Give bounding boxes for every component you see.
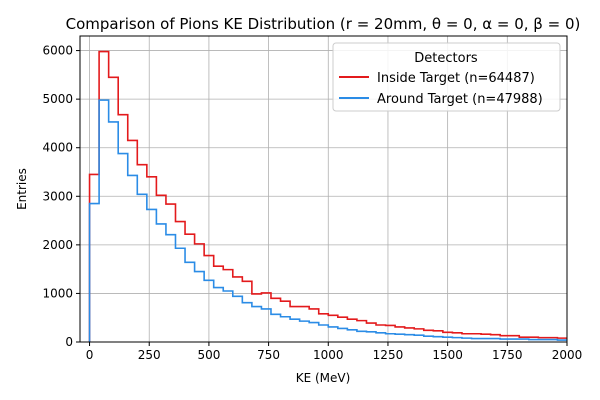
- y-tick-label: 4000: [42, 141, 73, 155]
- x-tick-label: 250: [138, 348, 161, 362]
- x-tick-label: 1500: [432, 348, 463, 362]
- x-tick-label: 750: [257, 348, 280, 362]
- legend-label-around-target: Around Target (n=47988): [377, 92, 543, 107]
- y-tick-label: 5000: [42, 92, 73, 106]
- x-tick-label: 2000: [552, 348, 583, 362]
- y-tick-label: 6000: [42, 44, 73, 58]
- chart-title: Comparison of Pions KE Distribution (r =…: [66, 15, 581, 33]
- x-tick-label: 1750: [492, 348, 523, 362]
- legend-label-inside-target: Inside Target (n=64487): [377, 71, 535, 86]
- series-line-around-target: [88, 99, 567, 342]
- legend-title: Detectors: [414, 51, 478, 66]
- legend: Detectors Inside Target (n=64487) Around…: [332, 42, 561, 112]
- series-layer: [88, 50, 567, 342]
- x-tick-label: 1250: [373, 348, 404, 362]
- x-tick-label: 0: [86, 348, 94, 362]
- y-tick-label: 3000: [42, 189, 73, 203]
- x-tick-label: 500: [197, 348, 220, 362]
- y-axis-label: Entries: [15, 168, 29, 210]
- x-tick-label: 1000: [313, 348, 344, 362]
- ticks: 0 250 500 750 1000 1250 1500 1750 2000 0 1000 2000 3…: [42, 44, 582, 362]
- y-tick-label: 0: [65, 335, 73, 349]
- x-axis-label: KE (MeV): [296, 371, 351, 385]
- legend-box: [332, 42, 561, 112]
- y-tick-label: 2000: [42, 238, 73, 252]
- y-tick-label: 1000: [42, 286, 73, 300]
- plot-area-frame: [79, 35, 568, 343]
- series-line-inside-target: [88, 50, 567, 342]
